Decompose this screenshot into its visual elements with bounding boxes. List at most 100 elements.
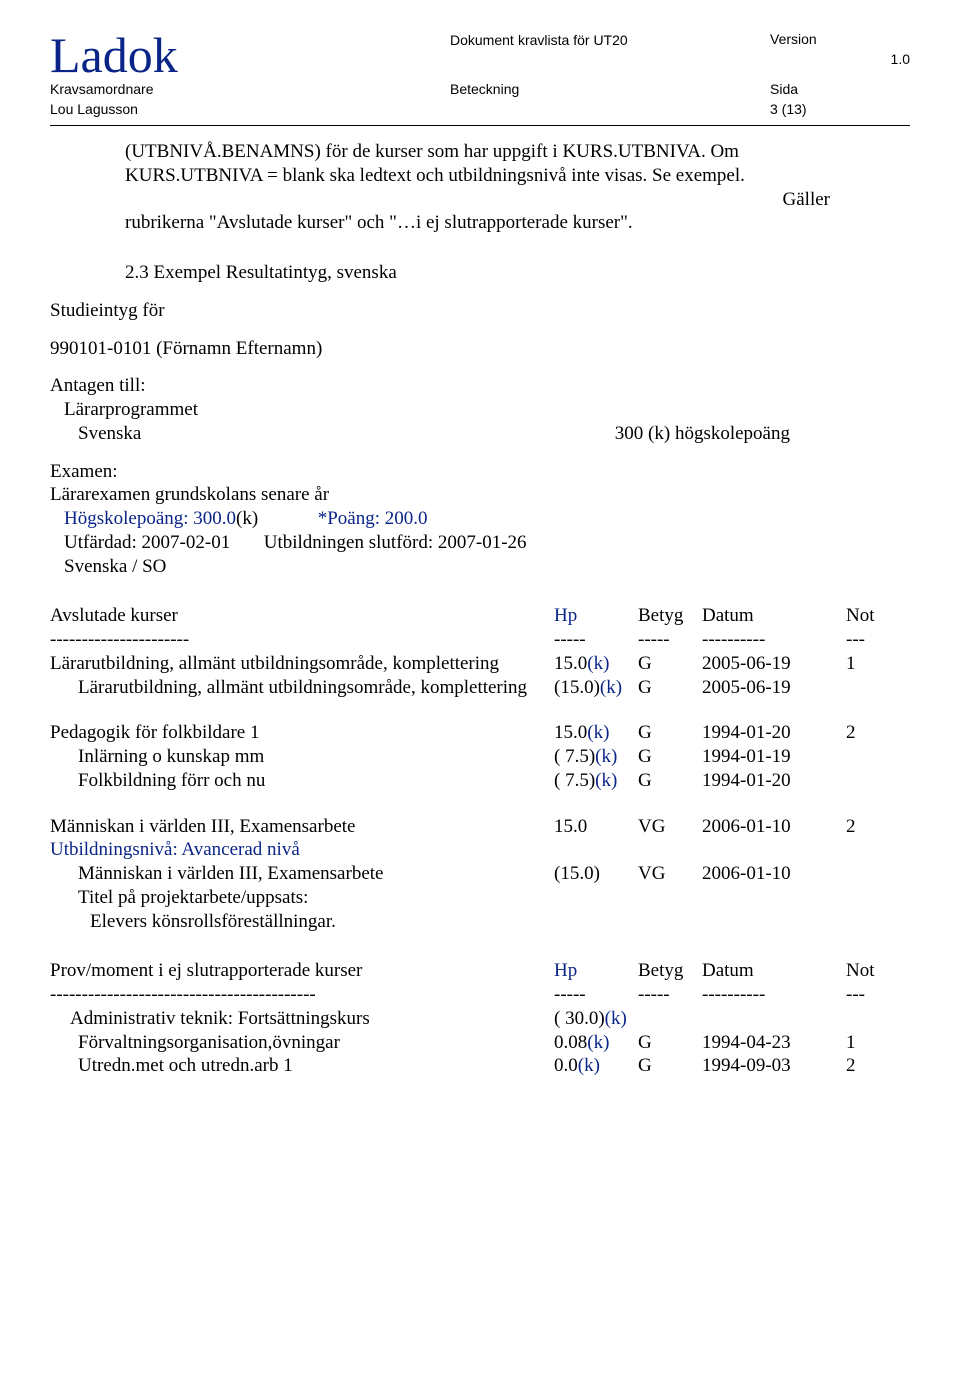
dash-date: ---------- xyxy=(702,628,842,652)
grade-val: G xyxy=(638,1031,698,1055)
table2-dashes: ----------------------------------------… xyxy=(50,983,910,1007)
program-name: Lärarprogrammet xyxy=(64,398,910,422)
titel-line: Titel på projektarbete/uppsats: xyxy=(50,886,910,910)
date-val: 1994-01-19 xyxy=(702,745,842,769)
version-value: 1.0 xyxy=(770,50,910,70)
course-name: Pedagogik för folkbildare 1 xyxy=(50,721,550,745)
table-row: Folkbildning förr och nu ( 7.5)(k) G 199… xyxy=(50,769,910,793)
header-col-right: Version 1.0 xyxy=(770,30,910,80)
th-name: Prov/moment i ej slutrapporterade kurser xyxy=(50,959,550,983)
hp-line: Högskolepoäng: 300.0(k) *Poäng: 200.0 xyxy=(64,507,910,531)
date-val: 2006-01-10 xyxy=(702,862,842,886)
utf-date: Utfärdad: 2007-02-01 xyxy=(64,532,230,553)
hp-label: Högskolepoäng: 300.0 xyxy=(64,508,236,529)
titel-value: Elevers könsrollsföreställningar. xyxy=(50,910,910,934)
hp-val: 0.08 xyxy=(554,1032,587,1053)
table-row: Utredn.met och utredn.arb 1 0.0(k) G 199… xyxy=(50,1054,910,1078)
svenska-so: Svenska / SO xyxy=(64,555,910,579)
course-name: Lärarutbildning, allmänt utbildningsområ… xyxy=(50,652,550,676)
dash-hp: ----- xyxy=(554,628,634,652)
doc-label: Dokument xyxy=(450,32,514,48)
th-hp: Hp xyxy=(554,605,577,626)
subject-points: 300 (k) högskolepoäng xyxy=(615,422,910,446)
hp-k: (k) xyxy=(578,1055,600,1076)
dash-grade: ----- xyxy=(638,628,698,652)
th-date: Datum xyxy=(702,959,842,983)
document-body: (UTBNIVÅ.BENAMNS) för de kurser som har … xyxy=(50,140,910,1078)
grade-val: G xyxy=(638,721,698,745)
grade-val: VG xyxy=(638,862,698,886)
hp-val: ( 30.0) xyxy=(554,1008,605,1029)
table-row: Människan i världen III, Examensarbete 1… xyxy=(50,815,910,839)
doc-value: kravlista för UT20 xyxy=(518,32,628,48)
date-val: 1994-04-23 xyxy=(702,1031,842,1055)
hp-val: (15.0) xyxy=(554,677,600,698)
beteckning-label: Beteckning xyxy=(450,80,770,100)
th-hp: Hp xyxy=(554,960,577,981)
grade-val: G xyxy=(638,769,698,793)
avslutade-kurser-table: Avslutade kurser Hp Betyg Datum Not ----… xyxy=(50,604,910,933)
utf-line: Utfärdad: 2007-02-01 Utbildningen slutfö… xyxy=(64,531,910,555)
document-page: Ladok Dokument kravlista för UT20 Versio… xyxy=(0,0,960,1118)
sida-value: 3 (13) xyxy=(770,100,910,120)
th-note: Not xyxy=(846,604,886,628)
dash-grade: ----- xyxy=(638,983,698,1007)
date-val: 1994-01-20 xyxy=(702,769,842,793)
dash-hp: ----- xyxy=(554,983,634,1007)
note-val xyxy=(846,1007,886,1031)
hp-val: ( 7.5) xyxy=(554,746,595,767)
table1-dashes: ---------------------- ----- ----- -----… xyxy=(50,628,910,652)
table-row: Människan i världen III, Examensarbete (… xyxy=(50,862,910,886)
prov-moment-table: Prov/moment i ej slutrapporterade kurser… xyxy=(50,959,910,1078)
table-row: Administrativ teknik: Fortsättningskurs … xyxy=(50,1007,910,1031)
hp-val: 15.0 xyxy=(554,653,587,674)
grade-val: G xyxy=(638,676,698,700)
course-name: Folkbildning förr och nu xyxy=(50,769,550,793)
th-grade: Betyg xyxy=(638,959,698,983)
examen-label: Examen: xyxy=(50,460,910,484)
hp-val: 15.0 xyxy=(554,722,587,743)
hp-k: (k) xyxy=(587,722,609,743)
th-note: Not xyxy=(846,959,886,983)
hp-val: ( 7.5) xyxy=(554,770,595,791)
subject-name: Svenska xyxy=(78,422,141,446)
date-val xyxy=(702,1007,842,1031)
course-name: Människan i världen III, Examensarbete xyxy=(50,815,550,839)
intro-line-1b: KURS.UTBNIVA = blank ska ledtext och utb… xyxy=(125,164,910,188)
course-name: Administrativ teknik: Fortsättningskurs xyxy=(50,1007,550,1031)
coord-label: Kravsamordnare xyxy=(50,80,450,100)
date-val: 1994-09-03 xyxy=(702,1054,842,1078)
hp-k: (k) xyxy=(600,677,622,698)
antagen-label: Antagen till: xyxy=(50,374,910,398)
grade-val xyxy=(638,1007,698,1031)
examen-name: Lärarexamen grundskolans senare år xyxy=(50,483,910,507)
course-name: Utredn.met och utredn.arb 1 xyxy=(50,1054,550,1078)
dash-name: ---------------------- xyxy=(50,628,550,652)
th-name: Avslutade kurser xyxy=(50,604,550,628)
date-val: 2006-01-10 xyxy=(702,815,842,839)
hp-k: (k) xyxy=(587,1032,609,1053)
poang-label: *Poäng: 200.0 xyxy=(318,508,428,529)
note-val: 2 xyxy=(846,815,886,839)
grade-val: VG xyxy=(638,815,698,839)
utf-slut: Utbildningen slutförd: 2007-01-26 xyxy=(264,532,527,553)
dash-note: --- xyxy=(846,983,886,1007)
table2-header: Prov/moment i ej slutrapporterade kurser… xyxy=(50,959,910,983)
hp-val: (15.0) xyxy=(554,863,600,884)
hp-k: (k) xyxy=(587,653,609,674)
hp-k: (k) xyxy=(605,1008,627,1029)
note-val xyxy=(846,676,886,700)
document-header: Ladok Dokument kravlista för UT20 Versio… xyxy=(50,30,910,119)
table-row: Lärarutbildning, allmänt utbildningsområ… xyxy=(50,676,910,700)
note-val: 2 xyxy=(846,721,886,745)
date-val: 2005-06-19 xyxy=(702,676,842,700)
course-name: Människan i världen III, Examensarbete xyxy=(50,862,550,886)
course-name: Lärarutbildning, allmänt utbildningsområ… xyxy=(50,676,550,700)
section-heading: 2.3 Exempel Resultatintyg, svenska xyxy=(125,261,910,285)
hp-k: (k) xyxy=(595,746,617,767)
sida-label: Sida xyxy=(770,80,910,100)
note-val xyxy=(846,769,886,793)
th-date: Datum xyxy=(702,604,842,628)
table-row: Lärarutbildning, allmänt utbildningsområ… xyxy=(50,652,910,676)
note-val xyxy=(846,862,886,886)
